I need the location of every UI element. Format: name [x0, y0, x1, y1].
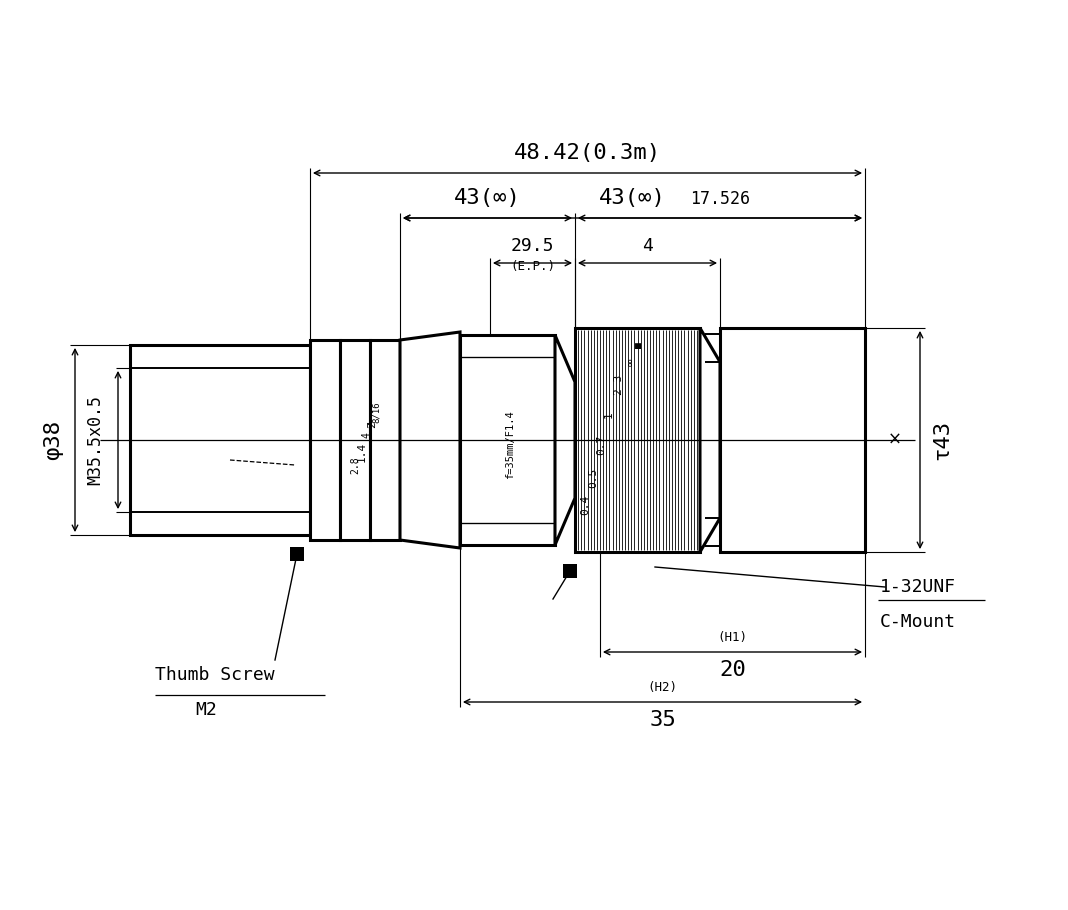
Text: 0.5: 0.5	[588, 468, 598, 488]
Text: C-Mount: C-Mount	[880, 613, 956, 631]
Bar	[310, 340, 340, 540]
Text: 2: 2	[367, 421, 377, 429]
Text: τ43: τ43	[932, 420, 952, 460]
Text: 20: 20	[719, 660, 745, 680]
Text: φ38: φ38	[43, 420, 63, 460]
Text: 17.526: 17.526	[690, 190, 750, 208]
Text: M2: M2	[195, 701, 217, 719]
Text: Thumb Screw: Thumb Screw	[155, 666, 274, 684]
Text: ×: ×	[889, 431, 902, 449]
Text: 0.7: 0.7	[596, 435, 606, 455]
Bar	[720, 328, 865, 552]
Text: 29.5: 29.5	[511, 237, 554, 255]
Text: 43(∞): 43(∞)	[599, 188, 666, 208]
Polygon shape	[400, 332, 460, 548]
Text: M35.5x0.5: M35.5x0.5	[87, 395, 104, 485]
Text: •: •	[366, 420, 372, 424]
Text: 8/16: 8/16	[372, 401, 380, 423]
Text: 1-32UNF: 1-32UNF	[880, 578, 956, 596]
Text: 43(∞): 43(∞)	[454, 188, 521, 208]
Text: 4: 4	[361, 432, 371, 438]
Bar	[340, 340, 370, 540]
Bar	[460, 335, 555, 545]
Text: (H1): (H1)	[718, 631, 748, 644]
Text: 1.4: 1.4	[357, 442, 367, 462]
Text: 48.42(0.3m): 48.42(0.3m)	[514, 143, 661, 163]
Text: 0.4: 0.4	[580, 495, 590, 515]
Bar	[290, 547, 304, 561]
Text: f=35mm/F1.4: f=35mm/F1.4	[505, 410, 515, 480]
Text: (H2): (H2)	[647, 681, 677, 694]
Polygon shape	[700, 328, 720, 552]
Text: ∞: ∞	[625, 359, 638, 366]
Bar	[563, 564, 577, 578]
Bar	[575, 328, 700, 552]
Polygon shape	[555, 335, 575, 545]
Text: 4: 4	[642, 237, 653, 255]
Text: 2.8: 2.8	[350, 456, 360, 474]
Text: 2 3: 2 3	[614, 375, 624, 395]
Text: ■: ■	[634, 342, 644, 348]
Text: 35: 35	[649, 710, 676, 730]
Text: 1: 1	[604, 411, 614, 419]
Text: (E.P.): (E.P.)	[511, 260, 555, 273]
Bar	[130, 345, 310, 535]
Bar	[370, 340, 400, 540]
